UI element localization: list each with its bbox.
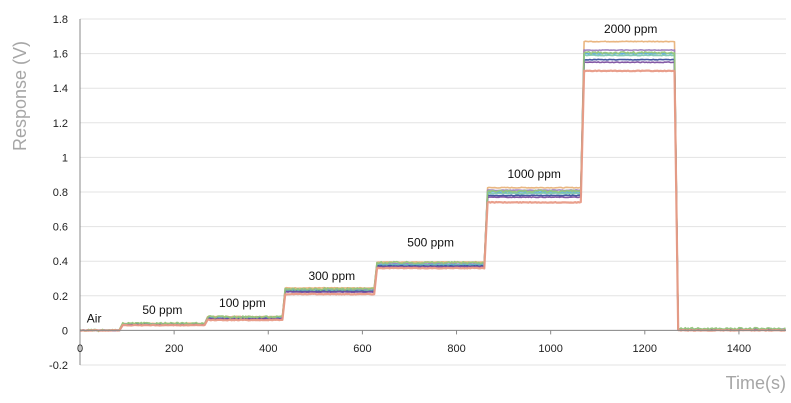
x-axis-title: Time(s): [726, 373, 786, 393]
x-tick-label: 0: [77, 343, 83, 355]
concentration-label: 500 ppm: [407, 235, 454, 249]
x-tick-label: 1400: [727, 343, 751, 355]
gridlines: [80, 18, 786, 366]
y-tick-label: 0.6: [53, 222, 68, 234]
series-line: [80, 69, 786, 332]
y-tick-label: 1.8: [53, 14, 68, 26]
concentration-label: 300 ppm: [308, 269, 355, 283]
concentration-label: 2000 ppm: [604, 22, 657, 36]
series-line: [79, 61, 786, 332]
x-tick-label: 800: [447, 343, 465, 355]
y-tick-label: 0.8: [53, 187, 68, 199]
y-tick-label: 1.4: [53, 83, 68, 95]
y-tick-label: 1: [62, 152, 68, 164]
y-tick-labels: -0.2 0 0.2 0.4 0.6 0.8 1 1.2 1.4 1.6 1.8: [49, 14, 68, 372]
y-axis-title: Response (V): [10, 41, 30, 151]
concentration-label: 100 ppm: [219, 296, 266, 310]
concentration-label: 50 ppm: [142, 303, 182, 317]
x-tick-label: 1000: [538, 343, 562, 355]
x-tick-label: 1200: [633, 343, 657, 355]
y-tick-label: 0.4: [53, 256, 68, 268]
y-tick-label: 1.6: [53, 49, 68, 61]
y-tick-label: 0: [62, 325, 68, 337]
y-tick-label: 0.2: [53, 291, 68, 303]
concentration-label: 1000 ppm: [508, 167, 561, 181]
y-tick-label: 1.2: [53, 118, 68, 130]
x-tick-label: 600: [353, 343, 371, 355]
series-line: [80, 40, 786, 332]
x-tick-label: 400: [259, 343, 277, 355]
x-tick-labels: 0 200 400 600 800 1000 1200 1400: [77, 330, 751, 355]
series-line: [79, 50, 786, 333]
axes: [79, 19, 786, 365]
series-line: [79, 48, 786, 332]
series-line: [79, 58, 786, 332]
series-line: [79, 54, 786, 332]
concentration-label: Air: [87, 312, 102, 326]
y-tick-label: -0.2: [49, 360, 68, 372]
concentration-annotations: Air 50 ppm 100 ppm 300 ppm 500 ppm 1000 ppm 20…: [87, 22, 658, 326]
series-lines: [79, 40, 786, 333]
x-tick-label: 200: [165, 343, 183, 355]
